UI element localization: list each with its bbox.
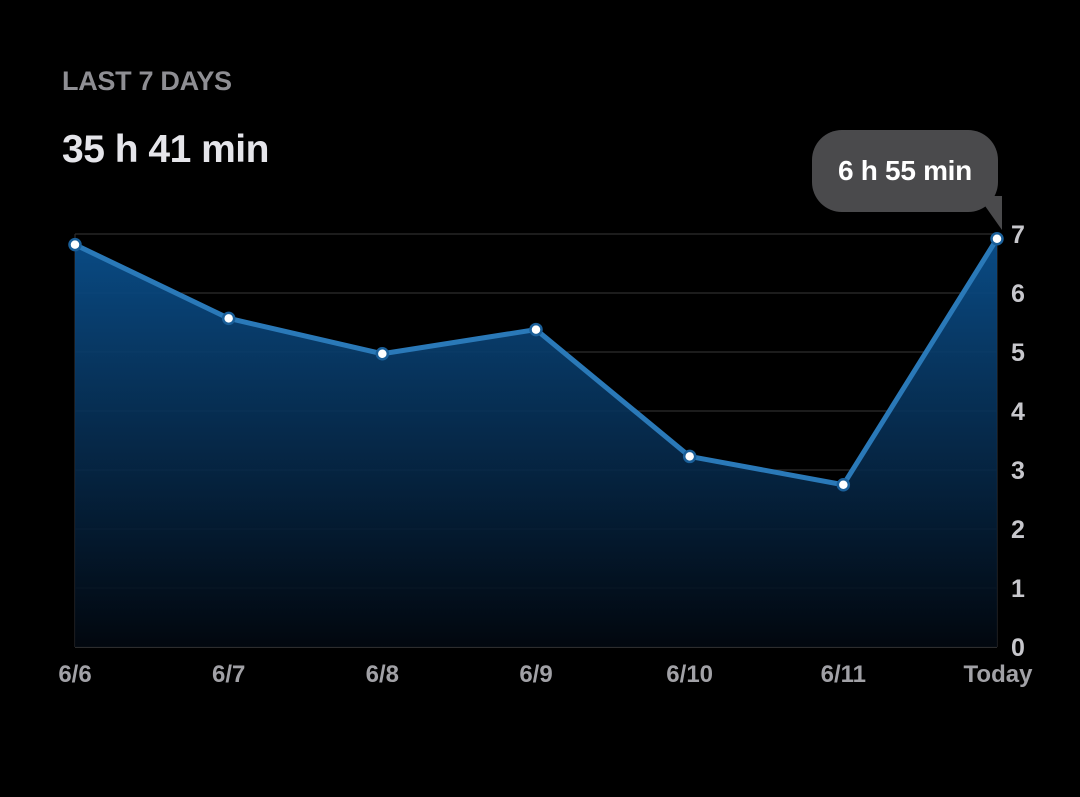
y-axis-ticks: 0 1 2 3 4 5 6 7 (1011, 221, 1025, 662)
y-tick-label: 3 (1011, 457, 1025, 485)
x-tick-label: 6/7 (212, 661, 245, 688)
data-point (836, 478, 851, 492)
value-callout: 6 h 55 min (812, 130, 998, 212)
period-label: LAST 7 DAYS (62, 66, 232, 96)
x-tick-label: 6/8 (366, 661, 399, 688)
area-fill (75, 238, 997, 647)
y-tick-label: 7 (1011, 221, 1025, 249)
y-tick-label: 6 (1011, 280, 1025, 308)
area-fill-path (75, 238, 997, 647)
x-tick-label: Today (964, 661, 1034, 688)
y-tick-label: 0 (1011, 634, 1025, 662)
y-tick-label: 4 (1011, 398, 1025, 426)
total-time: 35 h 41 min (62, 128, 269, 171)
callout-text: 6 h 55 min (838, 155, 972, 186)
y-tick-label: 1 (1011, 575, 1025, 603)
data-point (529, 322, 543, 337)
callout-tail (978, 196, 1002, 230)
data-points (68, 231, 1004, 492)
x-axis-ticks: 6/6 6/7 6/8 6/9 6/10 6/11 Today (58, 661, 1033, 688)
y-tick-label: 5 (1011, 339, 1025, 367)
data-point (221, 311, 236, 326)
data-point (375, 347, 390, 361)
x-tick-label: 6/10 (666, 661, 713, 688)
data-point (682, 449, 697, 464)
x-tick-label: 6/11 (821, 661, 866, 688)
data-point (68, 237, 82, 252)
x-tick-label: 6/6 (58, 661, 91, 688)
x-tick-label: 6/9 (519, 661, 552, 688)
data-point (990, 231, 1004, 246)
y-tick-label: 2 (1011, 516, 1025, 544)
